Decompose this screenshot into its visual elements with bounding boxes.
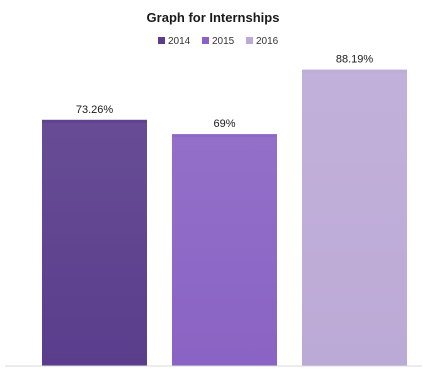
legend-swatch-2016 <box>246 37 253 44</box>
bar-2016 <box>302 69 407 366</box>
value-label-group: 73.26% 69% 88.19% <box>76 54 374 130</box>
legend-label-2014: 2014 <box>168 36 191 47</box>
legend-swatch-2014 <box>158 37 165 44</box>
bar-2014 <box>42 119 147 366</box>
bar-2015 <box>172 134 277 366</box>
bar-top-edge-2016 <box>302 69 407 73</box>
legend-swatch-2015 <box>202 37 209 44</box>
bar-top-edge-2014 <box>42 119 147 123</box>
chart-legend: 2014 2015 2016 <box>158 36 279 47</box>
legend-label-2016: 2016 <box>256 36 279 47</box>
legend-label-2015: 2015 <box>212 36 235 47</box>
bar-group <box>42 69 407 366</box>
value-label-2016: 88.19% <box>336 54 374 66</box>
value-label-2015: 69% <box>213 118 235 130</box>
value-label-2014: 73.26% <box>76 104 114 116</box>
bar-top-edge-2015 <box>172 134 277 138</box>
chart-title: Graph for Internships <box>147 10 280 25</box>
